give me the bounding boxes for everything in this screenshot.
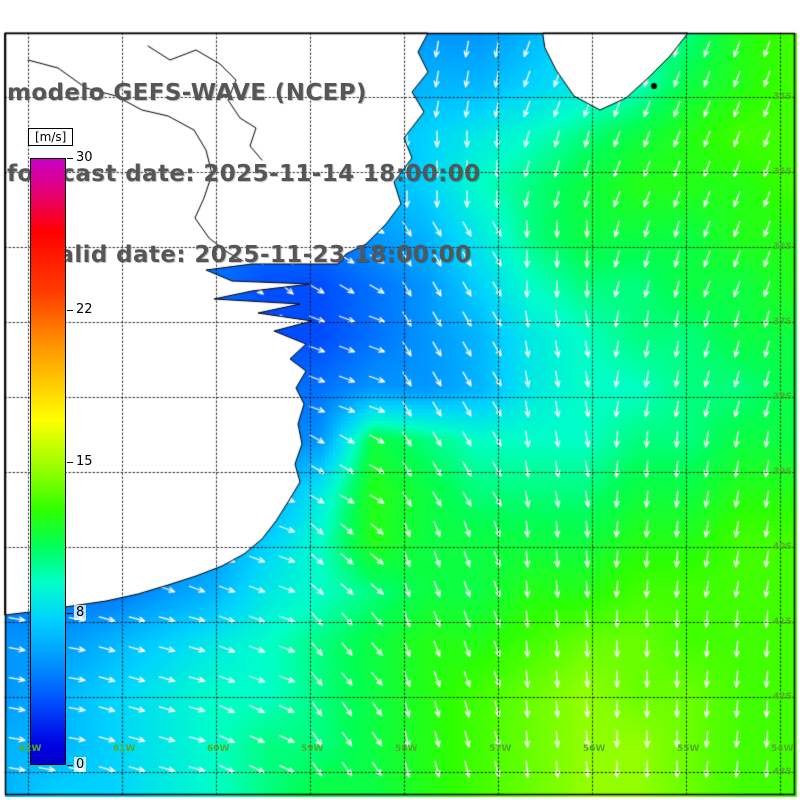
lon-label: 58W [395, 744, 418, 754]
colorbar-tick-mark [67, 462, 73, 463]
lon-label: 60W [207, 744, 230, 754]
colorbar-unit-label: [m/s] [28, 128, 74, 146]
title-model-line: modelo GEFS-WAVE (NCEP) [7, 80, 367, 106]
lat-label: 42S [772, 692, 792, 702]
colorbar-tick-label: 8 [74, 605, 87, 620]
colorbar-tick-label: 22 [74, 302, 95, 317]
lat-label: 41S [772, 617, 792, 627]
colorbar-tick-mark [67, 613, 73, 614]
lon-label: 56W [583, 744, 606, 754]
colorbar-tick-label: 15 [74, 454, 95, 469]
lat-label: 43S [772, 767, 792, 777]
lat-label: 38S [772, 392, 792, 402]
colorbar-tick-label: 0 [74, 757, 87, 772]
colorbar-tick-mark [67, 158, 73, 159]
colorbar-tick-mark [67, 765, 73, 766]
colorbar [30, 158, 66, 765]
lon-label: 62W [19, 744, 42, 754]
lat-label: 34S [772, 92, 792, 102]
lon-label: 57W [489, 744, 512, 754]
lon-label: 55W [677, 744, 700, 754]
title-forecast-date-line: forecast date: 2025-11-14 18:00:00 [7, 161, 481, 187]
colorbar-tick-label: 30 [74, 150, 95, 165]
colorbar-tick-mark [67, 310, 73, 311]
lat-label: 36S [772, 242, 792, 252]
lat-label: 37S [772, 317, 792, 327]
title-valid-date-line: valid date: 2025-11-23 18:00:00 [43, 242, 472, 268]
lon-label: 61W [113, 744, 136, 754]
lon-label: 54W [771, 744, 794, 754]
lat-label: 39S [772, 467, 792, 477]
lat-label: 40S [772, 542, 792, 552]
map-title: modelo GEFS-WAVE (NCEP) forecast date: 2… [7, 26, 481, 323]
lon-label: 59W [301, 744, 324, 754]
lat-label: 35S [772, 167, 792, 177]
